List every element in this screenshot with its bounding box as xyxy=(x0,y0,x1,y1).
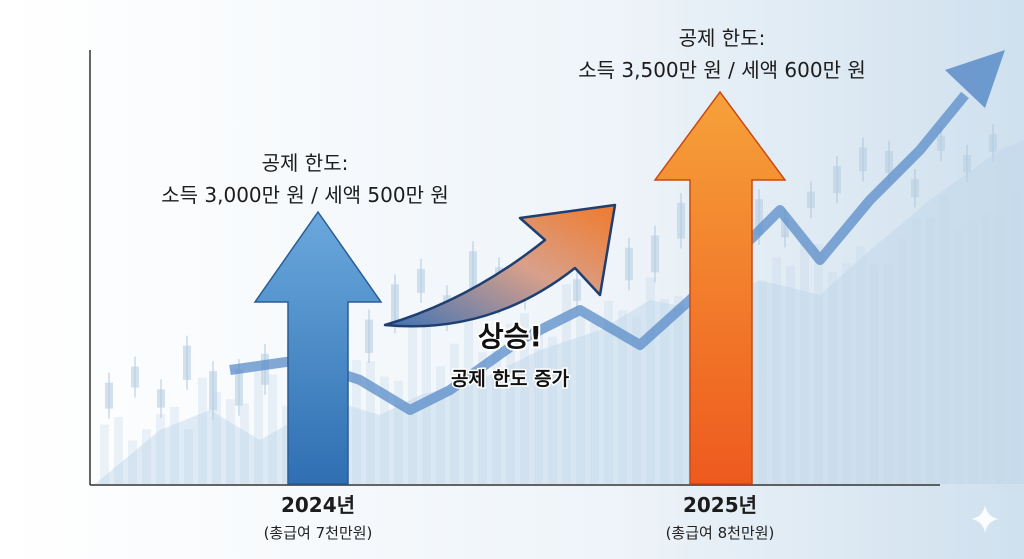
bg-bar xyxy=(352,360,361,484)
bg-bar xyxy=(660,298,669,484)
year-label: 2025년 xyxy=(683,493,757,517)
bg-bar xyxy=(156,414,165,484)
bg-bar xyxy=(562,284,571,484)
candle-body xyxy=(859,147,867,172)
bg-bar xyxy=(128,440,137,484)
candle-body xyxy=(391,284,399,324)
callout-caption: 공제 한도 증가 xyxy=(451,368,570,390)
bg-bar xyxy=(982,213,991,484)
bg-bar xyxy=(184,429,193,484)
bg-bar xyxy=(380,376,389,484)
candle-body xyxy=(963,154,971,173)
bg-bar xyxy=(674,295,683,484)
bg-bar xyxy=(226,399,235,484)
bg-bar xyxy=(212,391,221,484)
candle-body xyxy=(573,279,581,301)
candle-body xyxy=(417,268,425,293)
area-shape xyxy=(95,140,1024,484)
bg-bar xyxy=(492,335,501,484)
bg-bar xyxy=(800,241,809,484)
candle-body xyxy=(157,389,165,408)
candle-body xyxy=(807,191,815,208)
bg-bar xyxy=(618,310,627,484)
candle-body xyxy=(781,218,789,238)
bg-bar xyxy=(590,322,599,484)
salary-label: (총급여 7천만원) xyxy=(264,524,373,542)
bg-bar xyxy=(576,313,585,484)
bg-bar xyxy=(996,213,1005,485)
bg-bar xyxy=(478,352,487,484)
bg-bar xyxy=(968,220,977,484)
bg-bar xyxy=(268,374,277,484)
candle-body xyxy=(677,202,685,239)
bg-bar xyxy=(394,380,403,484)
bg-bar xyxy=(898,238,907,484)
candle-body xyxy=(911,179,919,198)
bg-bar xyxy=(548,336,557,484)
candle-body xyxy=(183,345,191,380)
bg-bar xyxy=(926,217,935,484)
bg-bar xyxy=(604,300,613,484)
bg-bar xyxy=(100,424,109,484)
bg-bar xyxy=(856,246,865,484)
candle-body xyxy=(365,319,373,353)
limit-title: 공제 한도: xyxy=(262,151,349,175)
bg-bar xyxy=(828,271,837,484)
bg-bar xyxy=(884,263,893,484)
bg-bar xyxy=(632,317,641,484)
bg-bar xyxy=(786,265,795,484)
candle-body xyxy=(235,369,243,406)
bg-bar xyxy=(814,244,823,484)
bg-bar xyxy=(758,282,767,484)
bg-bar xyxy=(506,323,515,484)
bg-bar xyxy=(870,264,879,484)
bg-bar xyxy=(646,277,655,484)
bg-bar xyxy=(520,313,529,484)
arrow-2025 xyxy=(653,90,787,485)
bg-bar xyxy=(436,366,445,484)
year-label: 2024년 xyxy=(281,493,355,517)
candle-body xyxy=(755,199,763,236)
candle-body xyxy=(131,366,139,388)
bg-bar xyxy=(282,405,291,484)
limit-detail: 소득 3,500만 원 / 세액 600만 원 xyxy=(578,58,866,82)
sparkle-icon xyxy=(971,505,999,533)
bg-bar xyxy=(450,343,459,484)
candle-body xyxy=(989,134,997,152)
arrow-2024 xyxy=(253,210,383,485)
rise-arrow xyxy=(383,203,617,328)
bg-bar xyxy=(912,218,921,484)
bg-bar xyxy=(198,377,207,484)
candle-body xyxy=(469,251,477,291)
bg-bar xyxy=(114,417,123,484)
callout-headline: 상승! xyxy=(478,320,542,353)
bg-bar xyxy=(954,230,963,484)
bg-bar xyxy=(940,195,949,484)
candle-body xyxy=(651,235,659,273)
limit-title: 공제 한도: xyxy=(679,26,766,50)
bg-bar xyxy=(534,333,543,484)
candle-body xyxy=(105,382,113,409)
bg-bar xyxy=(772,257,781,484)
bg-bar xyxy=(170,406,179,484)
bg-bar xyxy=(1010,186,1019,484)
candle-body xyxy=(833,166,841,194)
bg-bar xyxy=(464,309,473,484)
trend-arrowhead xyxy=(945,50,1005,108)
trend-line xyxy=(229,91,969,415)
bg-bar xyxy=(240,403,249,484)
bg-bar xyxy=(254,370,263,484)
bg-bar xyxy=(366,361,375,484)
candle-body xyxy=(209,371,217,411)
candle-body xyxy=(937,135,945,151)
bg-bar xyxy=(142,429,151,484)
bg-bar xyxy=(842,263,851,484)
candle-body xyxy=(625,247,633,281)
limit-detail: 소득 3,000만 원 / 세액 500만 원 xyxy=(161,183,449,207)
salary-label: (총급여 8천만원) xyxy=(666,524,775,542)
candle-body xyxy=(885,150,893,174)
